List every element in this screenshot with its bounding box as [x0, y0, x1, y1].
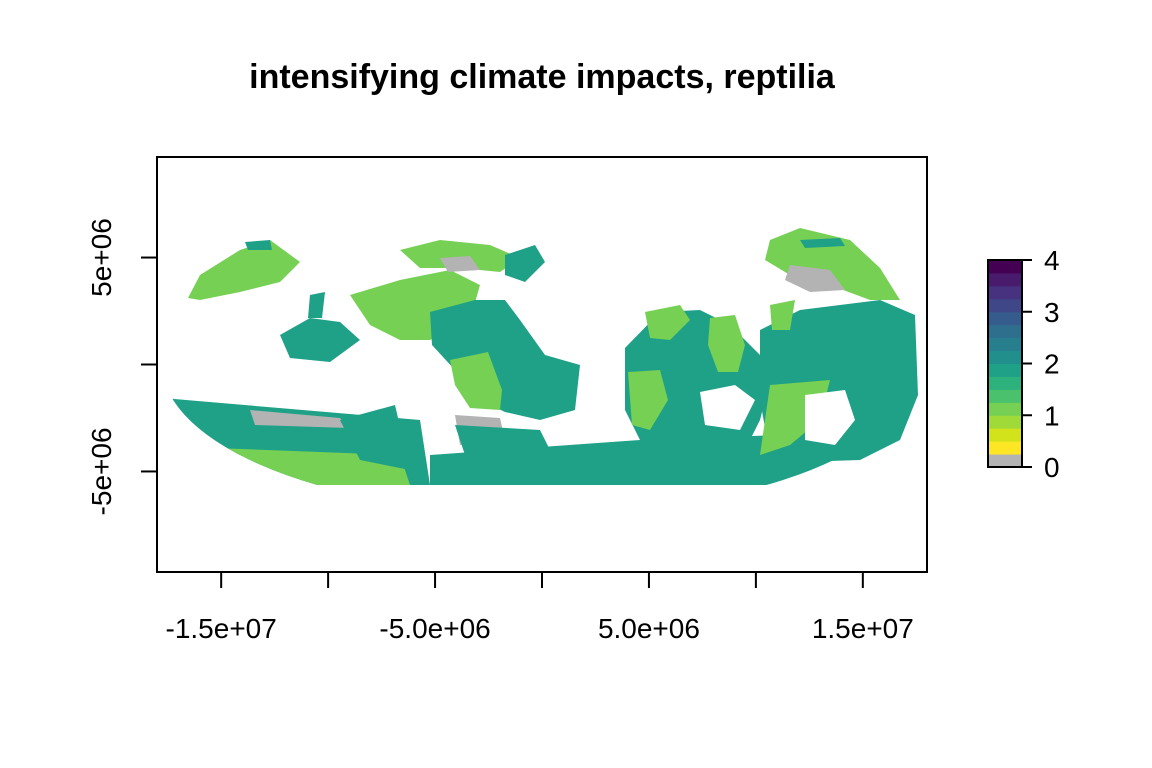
legend-color-swatch: [988, 454, 1022, 468]
legend-color-swatch: [988, 402, 1022, 416]
gulf-california-teal: [308, 292, 325, 318]
legend-color-swatch: [988, 363, 1022, 377]
south-atlantic-green: [450, 352, 502, 410]
legend-color-swatch: [988, 324, 1022, 339]
plot-title: intensifying climate impacts, reptilia: [249, 58, 835, 96]
north-pacific-east-green: [765, 228, 900, 300]
x-tick-label: -1.5e+07: [166, 613, 277, 644]
legend-color-swatch: [988, 298, 1022, 313]
legend-color-swatch: [988, 415, 1022, 429]
australia-land: [805, 390, 855, 445]
bering-teal: [800, 238, 845, 248]
legend-color-swatch: [988, 376, 1022, 390]
north-pacific-west-green: [188, 240, 300, 300]
indian-ocean-gap: [700, 385, 755, 430]
map-layers: [162, 228, 920, 485]
south-china-sea-green: [770, 300, 795, 330]
legend-tick-label: 2: [1044, 349, 1060, 380]
norwegian-sea-teal: [505, 245, 545, 282]
south-pacific-grey: [250, 410, 350, 428]
alaska-teal: [245, 240, 272, 250]
north-pacific-grey: [785, 265, 845, 292]
east-pacific-south-teal: [340, 405, 410, 470]
arabian-sea-green: [645, 305, 690, 340]
north-atlantic-high-green: [400, 240, 520, 272]
legend-color-swatch: [988, 389, 1022, 403]
legend-color-swatch: [988, 285, 1022, 300]
legend-color-swatch: [988, 441, 1022, 455]
legend-color-swatch: [988, 350, 1022, 364]
x-axis: -1.5e+07 -5.0e+06 5.0e+06 1.5e+07: [166, 572, 914, 644]
legend-color-swatch: [988, 311, 1022, 326]
y-axis: 5e+06 -5e+06: [86, 218, 157, 515]
east-pacific-teal: [280, 318, 360, 362]
legend-color-swatch: [988, 337, 1022, 352]
north-atlantic-grey: [440, 256, 480, 272]
y-tick-label: 5e+06: [86, 218, 117, 297]
legend-color-swatch: [988, 428, 1022, 442]
south-atlantic-lower-teal: [455, 425, 560, 470]
legend-tick-label: 4: [1044, 245, 1060, 276]
legend-color-swatch: [988, 272, 1022, 287]
x-tick-label: 1.5e+07: [812, 613, 914, 644]
x-tick-label: -5.0e+06: [379, 613, 490, 644]
mozambique-green: [628, 370, 668, 430]
bay-of-bengal-green: [708, 315, 745, 372]
legend-tick-label: 3: [1044, 297, 1060, 328]
legend-tick-label: 0: [1044, 452, 1060, 483]
color-legend: 0 1 2 3 4: [987, 245, 1060, 483]
y-tick-label: -5e+06: [86, 427, 117, 515]
legend-tick-label: 1: [1044, 400, 1060, 431]
x-tick-label: 5.0e+06: [598, 613, 700, 644]
atlantic-teal: [430, 300, 580, 420]
legend-color-swatch: [988, 260, 1022, 274]
